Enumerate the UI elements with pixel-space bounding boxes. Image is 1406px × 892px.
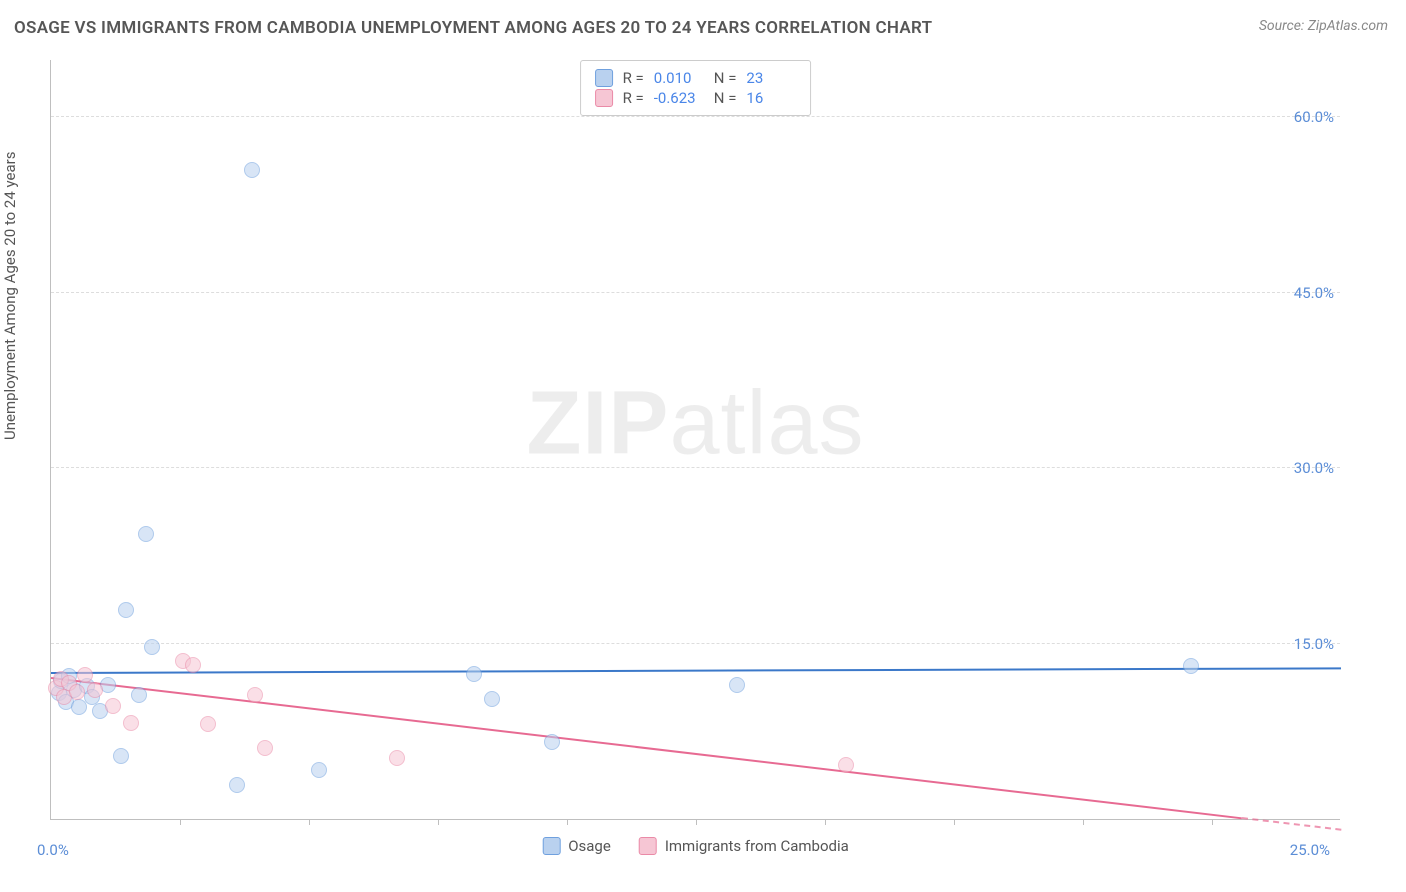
- x-tick: [696, 819, 697, 825]
- legend-item: Immigrants from Cambodia: [639, 837, 849, 855]
- x-tick: [180, 819, 181, 825]
- chart-title: OSAGE VS IMMIGRANTS FROM CAMBODIA UNEMPL…: [14, 18, 932, 38]
- trend-line: [51, 677, 1242, 819]
- legend-swatch: [595, 69, 613, 87]
- legend-n-label: N =: [714, 69, 737, 87]
- data-point: [229, 777, 245, 793]
- data-point: [87, 682, 103, 698]
- source-credit: Source: ZipAtlas.com: [1259, 18, 1388, 34]
- watermark-bold: ZIP: [526, 374, 669, 474]
- x-tick: [1212, 819, 1213, 825]
- data-point: [200, 716, 216, 732]
- y-tick-label: 30.0%: [1294, 459, 1334, 477]
- legend-r-value: -0.623: [654, 89, 704, 107]
- legend-swatch: [595, 89, 613, 107]
- data-point: [257, 740, 273, 756]
- data-point: [1183, 658, 1199, 674]
- legend-r-label: R =: [623, 69, 644, 87]
- correlation-legend: R = 0.010 N = 23R = -0.623 N = 16: [580, 60, 812, 116]
- series-legend: Osage Immigrants from Cambodia: [542, 837, 849, 855]
- data-point: [389, 750, 405, 766]
- data-point: [118, 602, 134, 618]
- legend-label: Immigrants from Cambodia: [665, 837, 849, 855]
- data-point: [144, 639, 160, 655]
- data-point: [729, 677, 745, 693]
- scatter-plot: ZIPatlas 0.0% 25.0% 15.0%30.0%45.0%60.0%…: [50, 60, 1340, 820]
- trend-line: [51, 667, 1341, 674]
- data-point: [138, 526, 154, 542]
- y-tick-label: 45.0%: [1294, 284, 1334, 302]
- x-tick: [309, 819, 310, 825]
- legend-n-value: 16: [746, 89, 796, 107]
- data-point: [131, 687, 147, 703]
- watermark-light: atlas: [669, 374, 864, 474]
- x-tick: [438, 819, 439, 825]
- gridline: [51, 292, 1340, 293]
- legend-r-value: 0.010: [654, 69, 704, 87]
- y-axis-label: Unemployment Among Ages 20 to 24 years: [1, 152, 19, 440]
- x-end-label: 25.0%: [1290, 841, 1330, 859]
- legend-row: R = -0.623 N = 16: [595, 89, 797, 107]
- data-point: [484, 691, 500, 707]
- legend-item: Osage: [542, 837, 611, 855]
- x-tick: [954, 819, 955, 825]
- gridline: [51, 643, 1340, 644]
- watermark: ZIPatlas: [526, 373, 864, 476]
- legend-r-label: R =: [623, 89, 644, 107]
- x-origin-label: 0.0%: [37, 841, 69, 859]
- gridline: [51, 467, 1340, 468]
- legend-n-label: N =: [714, 89, 737, 107]
- data-point: [185, 657, 201, 673]
- x-tick: [825, 819, 826, 825]
- gridline: [51, 116, 1340, 117]
- legend-label: Osage: [568, 837, 611, 855]
- legend-swatch: [639, 837, 657, 855]
- data-point: [466, 666, 482, 682]
- x-tick: [1083, 819, 1084, 825]
- data-point: [838, 757, 854, 773]
- x-tick: [567, 819, 568, 825]
- data-point: [123, 715, 139, 731]
- y-tick-label: 15.0%: [1294, 635, 1334, 653]
- y-tick-label: 60.0%: [1294, 108, 1334, 126]
- data-point: [69, 684, 85, 700]
- data-point: [77, 667, 93, 683]
- data-point: [244, 162, 260, 178]
- legend-n-value: 23: [746, 69, 796, 87]
- data-point: [247, 687, 263, 703]
- trend-line-dashed: [1242, 817, 1341, 831]
- data-point: [105, 698, 121, 714]
- data-point: [113, 748, 129, 764]
- legend-swatch: [542, 837, 560, 855]
- data-point: [544, 734, 560, 750]
- data-point: [311, 762, 327, 778]
- legend-row: R = 0.010 N = 23: [595, 69, 797, 87]
